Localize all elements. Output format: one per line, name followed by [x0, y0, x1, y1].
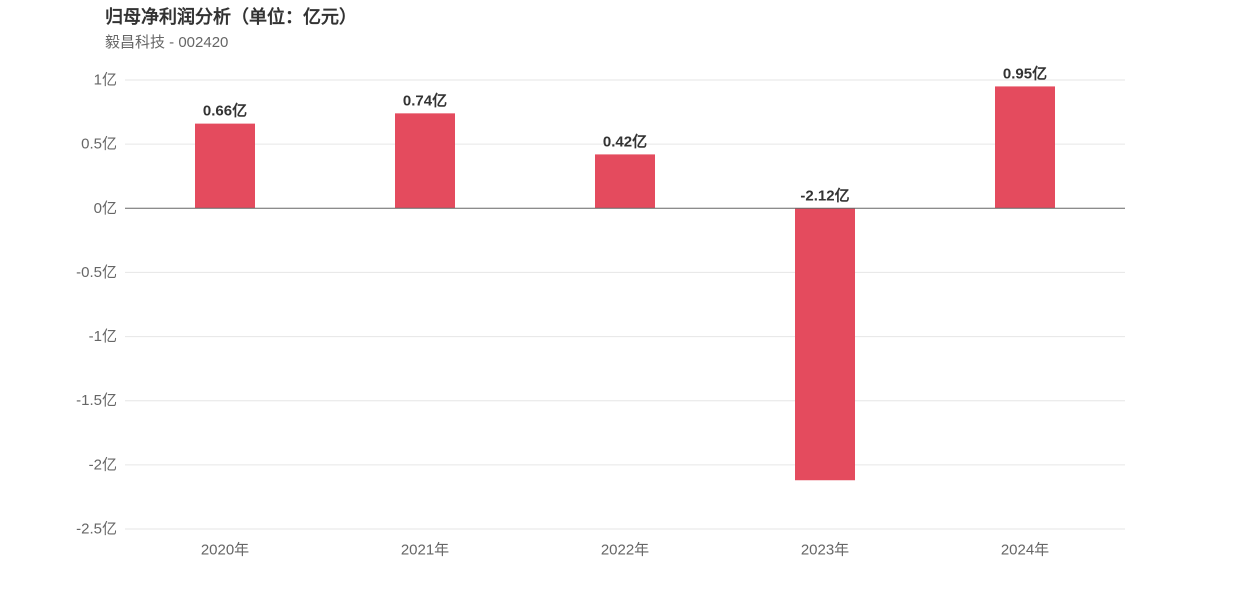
bar — [395, 113, 455, 209]
y-tick-label: 0.5亿 — [81, 136, 117, 153]
x-tick-label: 2024年 — [1001, 542, 1049, 559]
bar — [195, 123, 255, 209]
chart-subtitle: 毅昌科技 - 002420 — [105, 34, 229, 51]
x-tick-label: 2023年 — [801, 542, 849, 559]
x-tick-label: 2021年 — [401, 542, 449, 559]
chart-title: 归母净利润分析（单位：亿元） — [105, 7, 357, 27]
data-labels: 0.66亿 0.74亿 0.42亿 -2.12亿 0.95亿 — [203, 64, 1047, 204]
bar — [795, 208, 855, 481]
y-tick-label: -2亿 — [89, 456, 117, 473]
y-tick-label: -1.5亿 — [76, 392, 117, 409]
data-label: 0.42亿 — [603, 132, 647, 150]
y-axis-ticks: 1亿 0.5亿 0亿 -0.5亿 -1亿 -1.5亿 -2亿 -2.5亿 — [76, 72, 117, 538]
data-label: -2.12亿 — [800, 186, 849, 204]
data-label: 0.74亿 — [403, 91, 447, 109]
y-tick-label: 1亿 — [94, 72, 117, 89]
y-tick-label: 0亿 — [94, 200, 117, 217]
x-axis-ticks: 2020年 2021年 2022年 2023年 2024年 — [201, 542, 1049, 559]
data-label: 0.66亿 — [203, 102, 247, 120]
x-tick-label: 2020年 — [201, 542, 249, 559]
y-tick-label: -2.5亿 — [76, 521, 117, 538]
y-tick-label: -1亿 — [89, 328, 117, 345]
x-tick-label: 2022年 — [601, 542, 649, 559]
bar — [995, 86, 1055, 209]
data-label: 0.95亿 — [1003, 64, 1047, 82]
bars — [195, 86, 1055, 481]
y-tick-label: -0.5亿 — [76, 264, 117, 281]
bar — [595, 154, 655, 209]
grid-lines — [125, 79, 1125, 530]
